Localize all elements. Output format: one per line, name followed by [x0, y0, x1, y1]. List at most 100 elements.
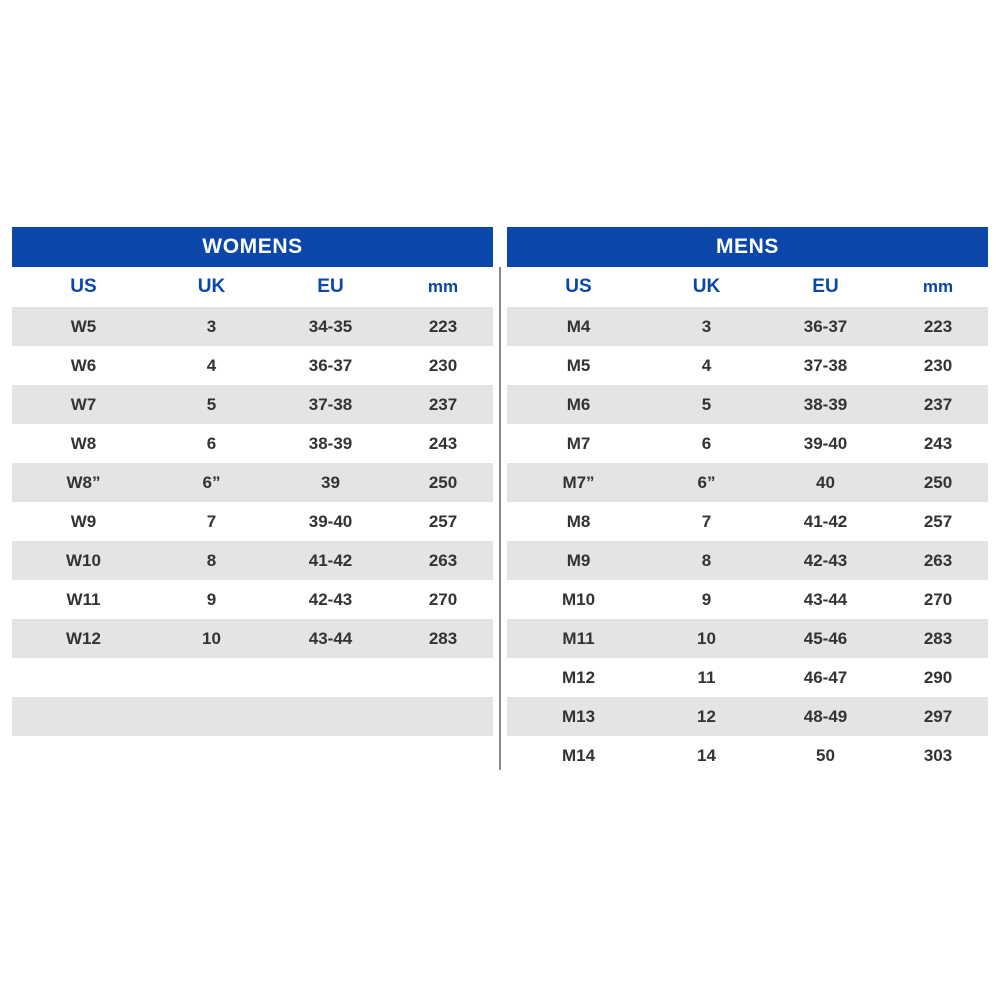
womens-cell-us: W12 — [66, 628, 101, 648]
mens-cell-mm: 237 — [923, 394, 953, 414]
womens-cell-uk: 6” — [202, 472, 221, 492]
womens-cell-mm: 223 — [428, 316, 458, 336]
womens-cell-us: W7 — [70, 394, 97, 414]
mens-cell-mm: 297 — [923, 706, 953, 726]
mens-cell-eu: 36-37 — [803, 316, 848, 336]
chart-body: US UK EU mm W5 3 34-35 223 W6 4 36-37 230 W7 5 37-38 23… — [12, 267, 988, 775]
mens-cell-us: M8 — [566, 511, 591, 531]
size-chart: WOMENS MENS US UK EU mm W5 3 34-35 223 W6 4 36-37 2… — [12, 227, 988, 775]
mens-cell-uk: 12 — [697, 706, 716, 726]
womens-cell-eu: 43-44 — [308, 628, 353, 648]
table-row — [12, 697, 493, 736]
table-row: W12 10 43-44 283 — [12, 619, 493, 658]
mens-column-header-uk: UK — [692, 276, 721, 297]
table-row — [12, 658, 493, 697]
mens-cell-uk: 14 — [697, 745, 716, 765]
womens-cell-uk: 10 — [202, 628, 221, 648]
mens-cell-us: M5 — [566, 355, 591, 375]
womens-cell-uk: 6 — [206, 433, 217, 453]
mens-cell-eu: 43-44 — [803, 589, 848, 609]
mens-cell-mm: 257 — [923, 511, 953, 531]
table-row: W11 9 42-43 270 — [12, 580, 493, 619]
mens-cell-us: M9 — [566, 550, 591, 570]
table-row: W6 4 36-37 230 — [12, 346, 493, 385]
mens-column-header-row: US UK EU mm — [507, 267, 988, 307]
table-row: M12 11 46-47 290 — [507, 658, 988, 697]
mens-cell-uk: 10 — [697, 628, 716, 648]
womens-cell-uk: 7 — [206, 511, 217, 531]
table-row: W9 7 39-40 257 — [12, 502, 493, 541]
title-band-gap — [493, 227, 507, 267]
mens-cell-mm: 243 — [923, 433, 953, 453]
mens-column-header-us: US — [565, 276, 592, 297]
womens-column-header-mm: mm — [427, 277, 459, 296]
womens-cell-mm: 257 — [428, 511, 458, 531]
mens-cell-uk: 3 — [701, 316, 712, 336]
mens-cell-mm: 270 — [923, 589, 953, 609]
mens-cell-uk: 7 — [701, 511, 712, 531]
womens-cell-eu: 39 — [321, 472, 340, 492]
mens-cell-mm: 290 — [923, 667, 953, 687]
table-row: W5 3 34-35 223 — [12, 307, 493, 346]
table-row: M8 7 41-42 257 — [507, 502, 988, 541]
mens-cell-mm: 230 — [923, 355, 953, 375]
womens-cell-uk: 3 — [206, 316, 217, 336]
womens-cell-eu: 36-37 — [308, 355, 353, 375]
womens-cell-uk: 9 — [206, 589, 217, 609]
table-row: M14 14 50 303 — [507, 736, 988, 775]
womens-cell-us: W6 — [70, 355, 97, 375]
mens-cell-uk: 9 — [701, 589, 712, 609]
table-row — [12, 736, 493, 775]
womens-cell-eu: 39-40 — [308, 511, 353, 531]
womens-cell-mm: 243 — [428, 433, 458, 453]
mens-cell-us: M4 — [566, 316, 591, 336]
mens-cell-uk: 4 — [701, 355, 712, 375]
mens-cell-eu: 39-40 — [803, 433, 848, 453]
mens-cell-eu: 50 — [816, 745, 835, 765]
womens-column-header-us: US — [70, 276, 97, 297]
mens-cell-uk: 6” — [697, 472, 716, 492]
womens-cell-us: W9 — [70, 511, 97, 531]
womens-cell-us: W11 — [66, 589, 101, 609]
womens-cell-uk: 4 — [206, 355, 217, 375]
womens-cell-mm: 250 — [428, 472, 458, 492]
mens-cell-uk: 5 — [701, 394, 712, 414]
table-row: M13 12 48-49 297 — [507, 697, 988, 736]
table-row: W8 6 38-39 243 — [12, 424, 493, 463]
womens-table: US UK EU mm W5 3 34-35 223 W6 4 36-37 230 W7 5 37-38 23… — [12, 267, 493, 775]
mens-cell-mm: 283 — [923, 628, 953, 648]
mens-cell-us: M11 — [562, 628, 595, 648]
womens-cell-us: W8” — [66, 472, 101, 492]
mens-cell-mm: 223 — [923, 316, 953, 336]
table-row: M4 3 36-37 223 — [507, 307, 988, 346]
mens-section-title: MENS — [507, 227, 988, 267]
table-row: M5 4 37-38 230 — [507, 346, 988, 385]
table-row: W7 5 37-38 237 — [12, 385, 493, 424]
mens-cell-us: M6 — [566, 394, 591, 414]
table-row: M7” 6” 40 250 — [507, 463, 988, 502]
vertical-divider — [499, 267, 501, 770]
table-row: M9 8 42-43 263 — [507, 541, 988, 580]
womens-column-header-uk: UK — [197, 276, 226, 297]
womens-cell-us: W8 — [70, 433, 97, 453]
mens-cell-eu: 40 — [816, 472, 835, 492]
mens-column-header-eu: EU — [812, 276, 839, 297]
mens-cell-eu: 46-47 — [803, 667, 848, 687]
womens-cell-eu: 37-38 — [308, 394, 353, 414]
mens-cell-eu: 41-42 — [803, 511, 848, 531]
mens-cell-us: M14 — [561, 745, 596, 765]
womens-cell-uk: 5 — [206, 394, 217, 414]
mens-cell-uk: 11 — [697, 667, 716, 687]
womens-column-header-eu: EU — [317, 276, 344, 297]
mens-cell-mm: 303 — [923, 745, 953, 765]
womens-section-title: WOMENS — [12, 227, 493, 267]
womens-cell-eu: 38-39 — [308, 433, 353, 453]
table-row: M11 10 45-46 283 — [507, 619, 988, 658]
mens-cell-eu: 37-38 — [803, 355, 848, 375]
mens-cell-eu: 45-46 — [803, 628, 848, 648]
womens-cell-eu: 34-35 — [308, 316, 353, 336]
table-row: M6 5 38-39 237 — [507, 385, 988, 424]
mens-table: US UK EU mm M4 3 36-37 223 M5 4 37-38 230 M6 5 38-39 23… — [507, 267, 988, 775]
mens-cell-mm: 263 — [923, 550, 953, 570]
womens-cell-mm: 270 — [428, 589, 458, 609]
